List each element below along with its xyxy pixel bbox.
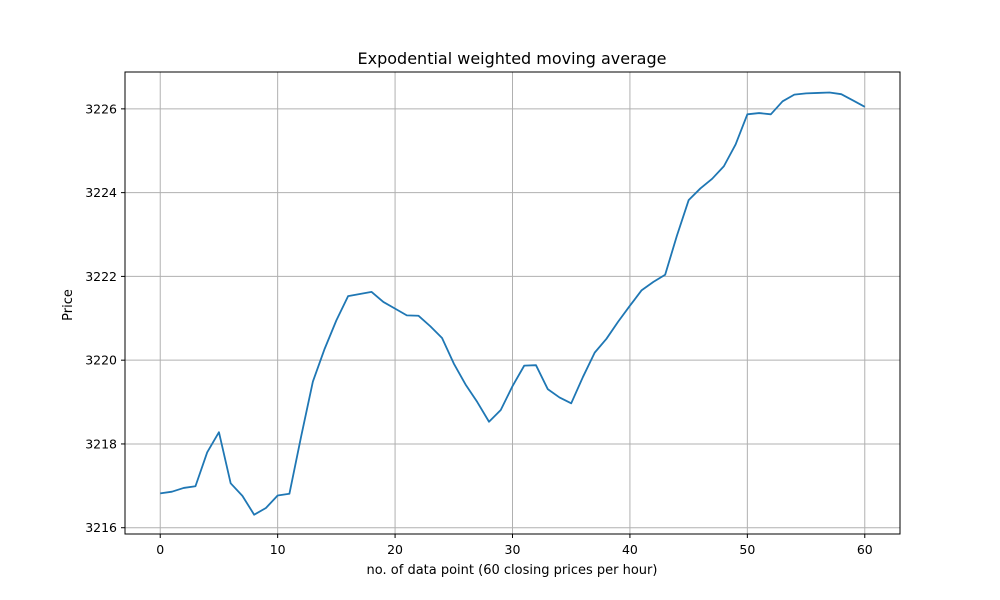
series-line	[160, 91, 866, 516]
y-tick-label: 3222	[85, 269, 117, 284]
grid-lines	[125, 72, 900, 534]
y-tick-label: 3224	[85, 185, 117, 200]
y-axis-label: Price	[61, 289, 76, 321]
x-axis-label: no. of data point (60 closing prices per…	[367, 563, 658, 578]
x-tick-label: 50	[739, 542, 755, 557]
x-tick-label: 20	[387, 542, 403, 557]
x-tick-label: 30	[505, 542, 521, 557]
y-tick-label: 3218	[85, 436, 117, 451]
chart-title: Expodential weighted moving average	[358, 49, 667, 68]
x-tick-label: 40	[622, 542, 638, 557]
y-tick-label: 3220	[85, 353, 117, 368]
x-tick-label: 0	[156, 542, 164, 557]
x-tick-label: 10	[270, 542, 286, 557]
y-tick-label: 3226	[85, 101, 117, 116]
axis-ticks: 0 10 20 30 40 50 60 3216 3218 3220 3222 3224 3226	[85, 101, 873, 557]
series-layer	[160, 91, 866, 516]
y-tick-label: 3216	[85, 520, 117, 535]
x-tick-label: 60	[857, 542, 873, 557]
